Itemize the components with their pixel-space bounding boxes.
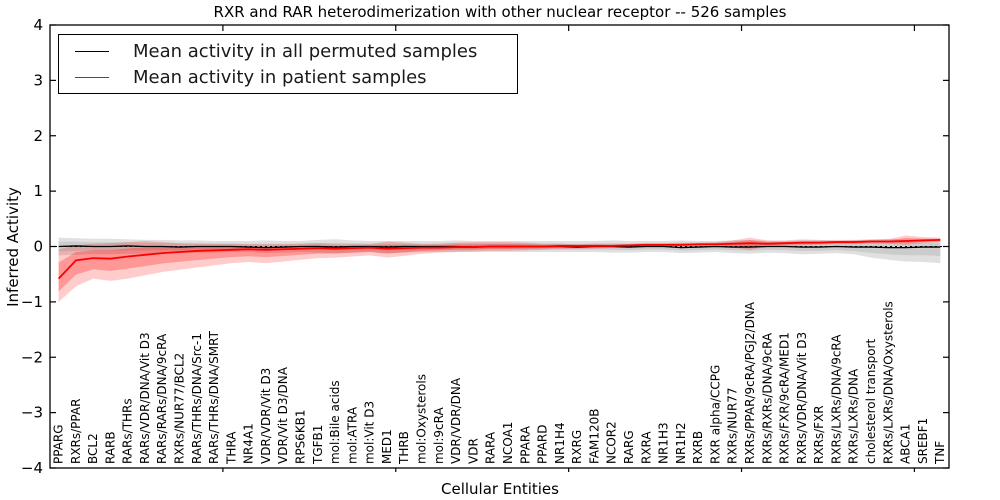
x-category-label: mol:ATRA [345,406,359,464]
x-category-label: THRB [397,431,411,465]
y-tick-label: 4 [33,16,43,34]
x-category-label: RXRs/FXR [812,405,826,464]
legend-entry-patient: Mean activity in patient samples [75,67,517,88]
x-category-label: RXRs/LXRs/DNA/Oxysterols [881,301,895,464]
x-category-label: mol:Oxysterols [415,374,429,464]
page-title: RXR and RAR heterodimerization with othe… [213,3,787,21]
y-tick-label: 2 [33,127,43,145]
x-category-label: PPARD [536,425,550,465]
patient-mean-line [57,238,941,280]
patient-band-inner [58,237,941,292]
x-category-label: RARB [103,431,117,464]
x-category-label: RXR alpha/CCPG [708,365,722,464]
legend-red-line-icon [75,76,109,78]
x-category-label: FAM120B [587,409,601,465]
legend-entry-permuted: Mean activity in all permuted samples [75,41,517,62]
x-category-label: RXRs/FXR/9cRA/MED1 [778,332,792,464]
x-category-label: VDR [466,438,480,464]
x-category-label: RARs/VDR/DNA/Vit D3 [138,332,152,464]
y-tick-label: 3 [33,71,43,89]
x-category-label: VDR/Vit D3/DNA [276,366,290,464]
x-category-label: THRA [224,431,238,465]
x-category-label: RARG [622,430,636,464]
x-category-label: TNF [933,441,947,465]
legend-entry-label: Mean activity in patient samples [133,66,427,88]
x-category-label: ABCA1 [899,424,913,464]
x-category-label: mol:Vit D3 [363,401,377,464]
x-category-label: RARs/THRs/DNA/SMRT [207,330,221,464]
x-category-label: RARs/RARs/DNA/9cRA [155,333,169,464]
x-category-label: VDR/VDR/DNA [449,377,463,464]
legend-black-line-icon [75,50,109,52]
x-category-label: RXRs/NUR77/BCL2 [173,353,187,464]
x-category-label: BCL2 [86,433,100,464]
x-category-label: RXRB [691,431,705,464]
x-category-label: VDR/VDR/Vit D3 [259,368,273,464]
x-category-label: RARA [484,431,498,464]
y-tick-label: −1 [21,293,43,311]
legend: Mean activity in all permuted samples Me… [58,34,518,94]
x-category-label: RXRs/PPAR [69,399,83,464]
x-category-label: mol:9cRA [432,407,446,464]
y-tick-label: −4 [21,459,43,477]
x-category-label: NR4A1 [242,423,256,464]
x-category-label: PPARG [51,424,65,464]
x-category-label: RXRs/LXRs/DNA/9cRA [829,334,843,464]
x-category-label: NCOA1 [501,422,515,464]
y-tick-label: 1 [33,182,43,200]
x-category-label: NR1H2 [674,422,688,464]
x-category-label: RARs/THRs [121,398,135,464]
x-category-label: NR1H3 [657,422,671,464]
x-category-label: RXRs/VDR/DNA/Vit D3 [795,332,809,464]
x-category-label: SREBF1 [916,418,930,464]
patient-band-outer [58,235,941,302]
x-category-label: RXRs/PPAR/9cRA/PGJ2/DNA [743,301,757,464]
x-category-label: NCOR2 [605,421,619,464]
x-category-label: RXRA [639,431,653,464]
permuted-band-inner [58,241,941,256]
y-tick-label: −2 [21,348,43,366]
x-category-label: cholesterol transport [864,338,878,464]
x-category-label: RPS6KB1 [294,409,308,464]
y-tick-label: −3 [21,404,43,422]
x-category-label: RXRG [570,430,584,464]
x-category-label: RXRs/LXRs/DNA [847,368,861,464]
x-category-label: mol:Bile acids [328,380,342,464]
x-category-label: RXRs/RXRs/DNA/9cRA [760,332,774,464]
y-axis-label: Inferred Activity [4,187,22,307]
legend-entry-label: Mean activity in all permuted samples [133,40,478,62]
x-category-label: RARs/THRs/DNA/Src-1 [190,333,204,464]
y-tick-label: 0 [33,238,43,256]
x-category-label: MED1 [380,429,394,464]
x-category-label: TGFB1 [311,425,325,465]
x-category-label: NR1H4 [553,422,567,464]
x-category-label: PPARA [518,425,532,464]
x-axis-label: Cellular Entities [441,480,559,498]
x-category-label: RXRs/NUR77 [726,387,740,464]
